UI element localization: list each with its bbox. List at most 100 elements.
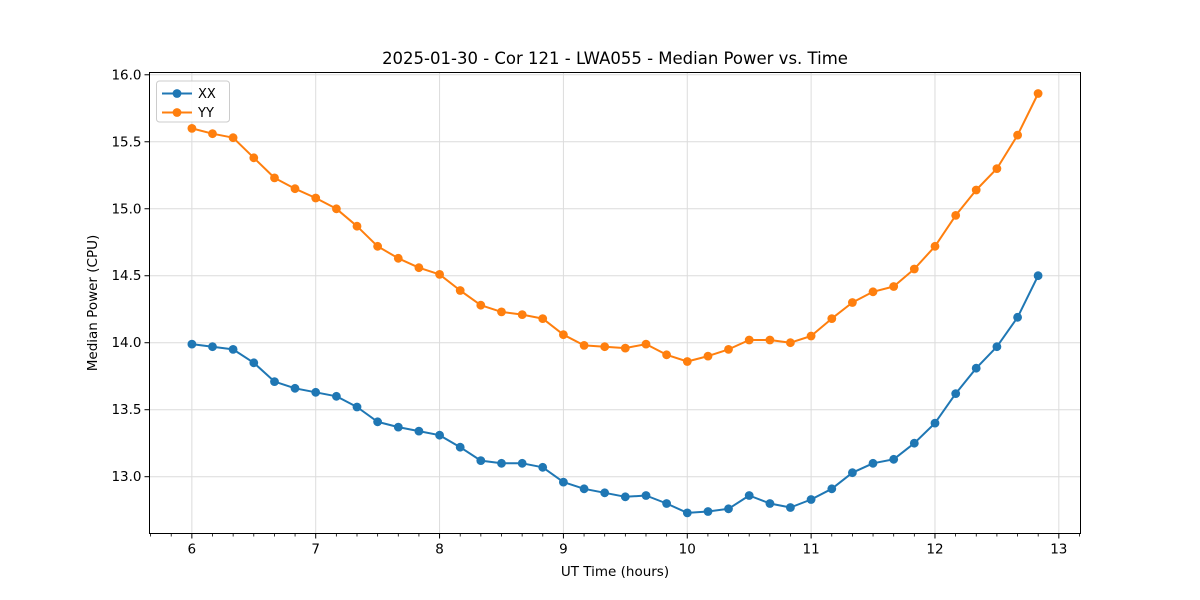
data-point [559, 477, 568, 487]
data-point [476, 456, 486, 465]
data-point [951, 211, 961, 220]
data-point [909, 264, 919, 274]
data-point [373, 417, 382, 427]
data-point [827, 484, 837, 494]
data-point [1013, 312, 1022, 322]
data-point [1013, 130, 1022, 140]
data-point [435, 270, 444, 279]
data-point [620, 343, 630, 353]
data-point [682, 357, 692, 366]
legend-label-xx: XX [198, 87, 216, 102]
y-tick-label-13.0: 13.0 [111, 469, 141, 485]
plot-border [149, 72, 1081, 534]
data-point [992, 164, 1002, 174]
data-point [579, 341, 589, 350]
data-point [517, 310, 527, 319]
legend-label-yy: YY [197, 106, 214, 121]
data-point [971, 363, 981, 373]
y-tick-label-15.5: 15.5 [111, 134, 141, 150]
data-point [786, 503, 795, 512]
data-point [414, 426, 424, 436]
data-point [600, 488, 610, 498]
data-point [909, 438, 919, 448]
data-point [373, 241, 382, 251]
data-point [270, 173, 279, 183]
data-point [930, 418, 940, 428]
data-point [600, 342, 610, 352]
data-point [208, 129, 217, 139]
legend-marker-xx [172, 89, 182, 98]
data-point [641, 339, 651, 349]
x-tick-label-6: 6 [188, 542, 197, 558]
chart-title: 2025-01-30 - Cor 121 - LWA055 - Median P… [382, 49, 848, 68]
data-point [538, 314, 548, 323]
x-tick-label-8: 8 [435, 542, 444, 558]
series-yy-line [190, 92, 1040, 363]
data-point [889, 282, 899, 291]
data-point [352, 402, 362, 412]
data-point [786, 338, 795, 348]
data-point [951, 389, 961, 398]
data-point [311, 387, 321, 397]
data-point [641, 491, 651, 500]
data-point [187, 339, 197, 349]
data-point [744, 335, 754, 345]
data-point [393, 422, 403, 432]
data-point [662, 350, 671, 360]
x-tick-label-9: 9 [559, 542, 568, 558]
x-tick-label-11: 11 [803, 542, 820, 558]
y-tick-label-16.0: 16.0 [111, 67, 141, 83]
tick-marks-and-labels: 6 7 8 9 10 11 12 13 13.0 13.5 14.0 14.5 15.0 15.5 16.0 [111, 67, 1080, 558]
data-point [744, 491, 754, 500]
data-point [311, 193, 321, 203]
x-tick-label-13: 13 [1050, 542, 1067, 558]
data-point [208, 342, 217, 352]
data-point [332, 391, 341, 401]
x-axis-label: UT Time (hours) [561, 564, 669, 580]
data-point [455, 442, 465, 452]
y-tick-label-13.5: 13.5 [111, 402, 141, 418]
data-point [848, 298, 857, 307]
data-point [517, 458, 527, 468]
data-point [497, 458, 506, 468]
y-tick-label-14.0: 14.0 [111, 335, 141, 351]
data-point [228, 133, 238, 143]
data-point [806, 495, 816, 504]
data-point [703, 351, 713, 361]
series-yy-markers [187, 89, 1043, 366]
data-point [332, 204, 341, 214]
data-point [187, 123, 197, 133]
y-tick-label-14.5: 14.5 [111, 268, 141, 284]
data-point [971, 185, 981, 195]
data-point [579, 484, 589, 494]
legend-box [156, 80, 230, 123]
gridlines [149, 72, 1081, 534]
data-point [724, 504, 733, 514]
data-point [806, 331, 816, 341]
data-point [228, 345, 238, 354]
data-point [620, 492, 630, 502]
data-point [435, 430, 444, 440]
data-point [455, 286, 465, 295]
data-point [868, 458, 878, 468]
x-tick-label-7: 7 [311, 542, 320, 558]
data-point [724, 345, 733, 354]
data-point [393, 253, 403, 263]
data-point [290, 184, 300, 194]
data-point [682, 508, 692, 518]
data-point [290, 383, 300, 393]
data-point [270, 377, 279, 386]
data-point [249, 153, 259, 163]
data-point [765, 335, 775, 345]
data-point [249, 358, 259, 368]
data-point [662, 499, 671, 508]
data-point [827, 314, 837, 323]
data-point [930, 241, 940, 251]
data-point [703, 507, 713, 516]
data-point [1033, 271, 1043, 281]
data-point [352, 221, 362, 231]
data-point [1033, 89, 1043, 98]
data-point [992, 342, 1002, 352]
